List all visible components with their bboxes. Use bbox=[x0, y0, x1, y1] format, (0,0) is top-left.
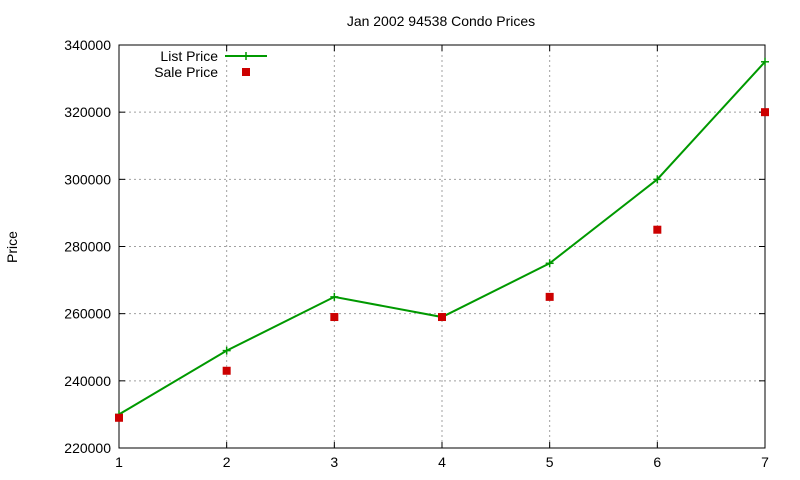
axis-ticks: 1 2 3 4 5 6 7 220000 240000 260000 280000 300000 320… bbox=[64, 37, 769, 470]
data-point-list-price bbox=[222, 346, 231, 355]
data-point-list-price bbox=[330, 292, 339, 301]
x-tick-label: 2 bbox=[223, 454, 231, 470]
data-point-sale-price bbox=[222, 366, 231, 375]
chart-title: Jan 2002 94538 Condo Prices bbox=[347, 13, 535, 29]
x-tick-label: 7 bbox=[761, 454, 769, 470]
y-axis-label: Price bbox=[4, 231, 20, 263]
data-point-list-price bbox=[653, 175, 662, 184]
data-point-list-price bbox=[545, 259, 554, 268]
y-tick-label: 240000 bbox=[64, 373, 111, 389]
series-layer bbox=[115, 57, 769, 422]
data-point-sale-price bbox=[438, 313, 446, 322]
data-point-sale-price bbox=[545, 292, 554, 301]
y-tick-label: 300000 bbox=[64, 171, 111, 187]
x-tick-label: 1 bbox=[115, 454, 123, 470]
y-tick-label: 260000 bbox=[64, 306, 111, 322]
x-tick-label: 3 bbox=[330, 454, 338, 470]
data-point-list-price bbox=[761, 57, 769, 66]
grid bbox=[119, 45, 765, 448]
y-tick-label: 340000 bbox=[64, 37, 111, 53]
y-tick-label: 220000 bbox=[64, 440, 111, 456]
legend-marker-sale-price bbox=[242, 68, 250, 76]
data-point-sale-price bbox=[761, 108, 769, 117]
series-sale-price bbox=[115, 108, 769, 422]
x-tick-label: 4 bbox=[438, 454, 446, 470]
data-point-sale-price bbox=[653, 225, 662, 234]
data-point-sale-price bbox=[115, 413, 123, 422]
y-tick-label: 280000 bbox=[64, 239, 111, 255]
y-tick-label: 320000 bbox=[64, 104, 111, 120]
legend-label-sale-price: Sale Price bbox=[154, 64, 218, 80]
x-tick-label: 6 bbox=[653, 454, 661, 470]
plot-frame bbox=[118, 44, 766, 449]
legend-marker-list-price bbox=[242, 52, 250, 60]
data-point-sale-price bbox=[330, 313, 339, 322]
x-tick-label: 5 bbox=[546, 454, 554, 470]
legend-label-list-price: List Price bbox=[160, 48, 218, 64]
